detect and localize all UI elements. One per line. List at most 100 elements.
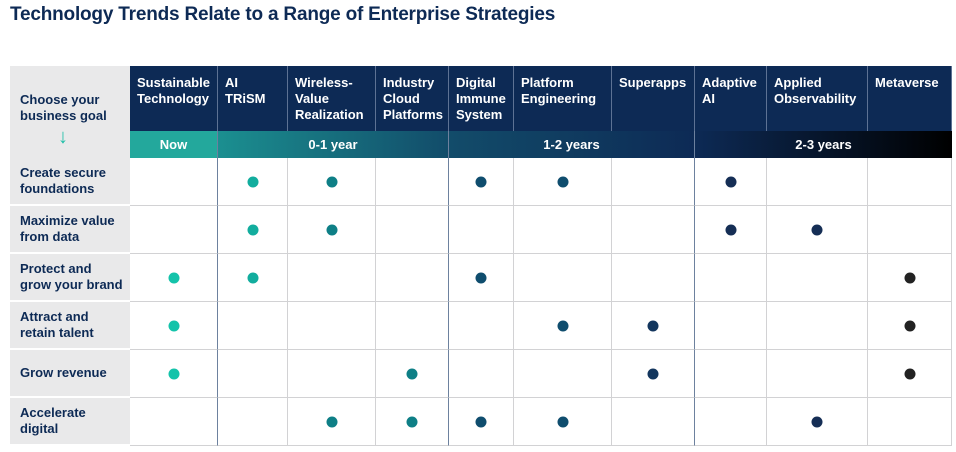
column-header-line: Digital (456, 75, 496, 90)
matrix-cell (868, 398, 952, 446)
column-header: AI TRiSM (218, 66, 288, 131)
column-header-line: AI (702, 91, 715, 106)
matrix-cell (695, 254, 767, 302)
matrix-cell (449, 254, 514, 302)
matrix-cell (612, 302, 695, 350)
column-header-line: Immune (456, 91, 506, 106)
matrix-cell (695, 302, 767, 350)
column-header-line: Engineering (521, 91, 597, 106)
matrix-cell (376, 302, 449, 350)
column-header-line: Adaptive (702, 75, 757, 90)
matrix-cell (218, 350, 288, 398)
column-header: Sustainable Technology (130, 66, 218, 131)
column-header-line: Observability (774, 91, 857, 106)
column-header-line: Superapps (619, 75, 687, 90)
matrix-cell (376, 254, 449, 302)
matrix-cell (376, 206, 449, 254)
column-header-line: Platforms (383, 107, 443, 122)
matrix-cell (218, 398, 288, 446)
row-label-line: foundations (20, 181, 95, 196)
matrix-cell (288, 254, 376, 302)
column-header-line: Industry (383, 75, 435, 90)
matrix-cell (868, 206, 952, 254)
column-header: Platform Engineering (514, 66, 612, 131)
match-dot (406, 368, 418, 379)
matrix-cell (449, 158, 514, 206)
goal-header-line: Choose your (20, 92, 100, 107)
column-header: Digital Immune System (449, 66, 514, 131)
matrix-cell (376, 158, 449, 206)
matrix-cell (514, 350, 612, 398)
timeline-segment: 1-2 years (449, 131, 695, 158)
matrix-cell (767, 350, 868, 398)
column-header: Wireless- Value Realization (288, 66, 376, 131)
match-dot (168, 320, 179, 331)
match-dot (904, 368, 915, 379)
matrix-cell (612, 398, 695, 446)
column-header-line: Cloud (383, 91, 420, 106)
row-label: Accelerate digital (10, 398, 130, 446)
matrix-cell (130, 254, 218, 302)
matrix-cell (288, 350, 376, 398)
column-header-line: Metaverse (875, 75, 939, 90)
row-label-text: Attract and retain talent (20, 309, 94, 341)
timeline-segment: Now (130, 131, 218, 158)
row-label: Create secure foundations (10, 158, 130, 206)
timeline-segment: 2-3 years (695, 131, 952, 158)
match-dot (725, 224, 736, 235)
row-label-line: from data (20, 229, 80, 244)
matrix-cell (767, 302, 868, 350)
match-dot (557, 416, 568, 427)
matrix-cell (130, 158, 218, 206)
match-dot (247, 272, 258, 283)
match-dot (904, 320, 915, 331)
matrix-cell (218, 302, 288, 350)
match-dot (475, 416, 487, 427)
matrix-cell (695, 398, 767, 446)
matrix-cell (695, 206, 767, 254)
matrix-cell (767, 398, 868, 446)
matrix-cell (695, 158, 767, 206)
matrix-cell (612, 254, 695, 302)
row-label-line: Attract and (20, 309, 89, 324)
column-header-line: Platform (521, 75, 574, 90)
matrix-cell (218, 158, 288, 206)
matrix-cell (514, 254, 612, 302)
match-dot (647, 320, 659, 331)
match-dot (647, 368, 659, 379)
match-dot (557, 320, 568, 331)
matrix-cell (868, 302, 952, 350)
match-dot (725, 176, 736, 187)
match-dot (904, 272, 915, 283)
match-dot (475, 272, 487, 283)
matrix-cell (288, 206, 376, 254)
matrix-cell (767, 254, 868, 302)
row-label-line: Protect and (20, 261, 92, 276)
matrix-cell (130, 398, 218, 446)
arrow-down-icon: ↓ (58, 126, 68, 148)
match-dot (406, 416, 418, 427)
matrix-cell (514, 158, 612, 206)
column-header-line: AI (225, 75, 238, 90)
matrix-cell (514, 206, 612, 254)
trend-matrix: Choose your business goal ↓ Sustainable T… (10, 66, 952, 447)
row-label-text: Accelerate digital (20, 405, 86, 437)
row-label-line: digital (20, 421, 59, 436)
match-dot (247, 224, 258, 235)
matrix-cell (449, 398, 514, 446)
match-dot (168, 368, 179, 379)
column-header-line: System (456, 107, 503, 122)
row-label: Protect and grow your brand (10, 254, 130, 302)
timeline-segment: 0-1 year (218, 131, 449, 158)
match-dot (247, 176, 258, 187)
row-label-text: Create secure foundations (20, 165, 106, 197)
row-label-line: Grow revenue (20, 365, 107, 380)
matrix-cell (695, 350, 767, 398)
matrix-cell (130, 302, 218, 350)
row-label: Grow revenue (10, 350, 130, 398)
goal-header-line: business goal (20, 108, 107, 123)
matrix-cell (288, 158, 376, 206)
row-label-text: Grow revenue (20, 365, 107, 381)
matrix-cell (868, 350, 952, 398)
column-header: Industry Cloud Platforms (376, 66, 449, 131)
